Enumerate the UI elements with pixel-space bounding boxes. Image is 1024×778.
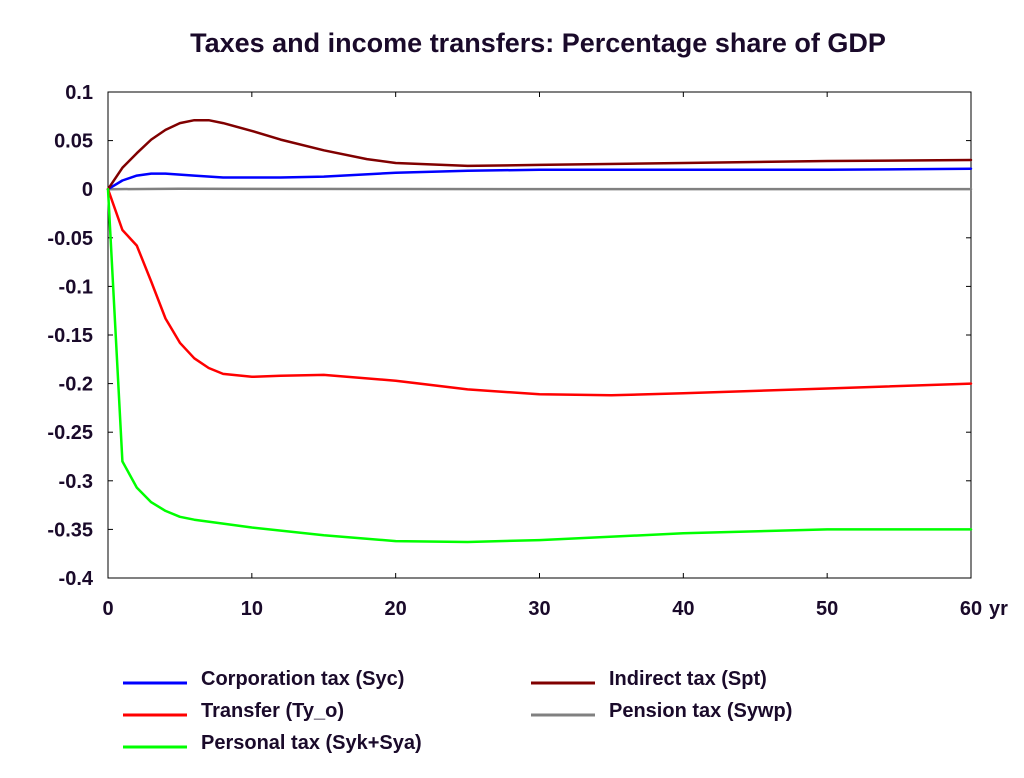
y-tick-label: -0.25 [47, 422, 93, 444]
series-line-indirect-tax-spt [106, 118, 973, 191]
legend: Corporation tax (Syc) Transfer (Ty_o) Pers… [123, 668, 792, 754]
legend-label: Personal tax (Syk+Sya) [201, 732, 422, 754]
legend-label: Indirect tax (Spt) [609, 668, 767, 690]
x-tick-label: 30 [528, 598, 550, 620]
y-tick-label: -0.2 [59, 374, 93, 396]
chart-title: Taxes and income transfers: Percentage s… [190, 28, 886, 58]
x-tick-label: 0 [102, 598, 113, 620]
y-tick-label: 0.05 [54, 131, 93, 153]
series-line-personal-tax-syk-sya [106, 187, 973, 544]
x-tick-label: 10 [241, 598, 263, 620]
series-line-pension-tax-sywp [106, 187, 973, 191]
x-axis: 0 10 20 30 40 50 60 yr [102, 92, 1008, 620]
x-tick-label: 50 [816, 598, 838, 620]
legend-label: Transfer (Ty_o) [201, 700, 344, 722]
x-unit-label: yr [989, 598, 1008, 620]
y-tick-label: -0.1 [59, 276, 93, 298]
x-tick-label: 40 [672, 598, 694, 620]
y-tick-label: -0.35 [47, 519, 93, 541]
series-line-transfer-ty-o [106, 187, 973, 397]
y-tick-label: 0.1 [65, 82, 93, 104]
y-tick-label: -0.3 [59, 471, 93, 493]
legend-label: Corporation tax (Syc) [201, 668, 404, 690]
y-axis: 0.1 0.05 0 -0.05 -0.1 -0.15 -0.2 -0.25 -0.3 -0.35… [47, 82, 971, 590]
x-tick-label: 60 [960, 598, 982, 620]
x-tick-label: 20 [385, 598, 407, 620]
y-tick-label: -0.05 [47, 228, 93, 250]
y-tick-label: -0.4 [59, 568, 94, 590]
y-tick-label: -0.15 [47, 325, 93, 347]
y-tick-label: 0 [82, 179, 93, 201]
series-lines [106, 118, 973, 544]
series-line-corporation-tax-syc [106, 167, 973, 191]
legend-label: Pension tax (Sywp) [609, 700, 792, 722]
